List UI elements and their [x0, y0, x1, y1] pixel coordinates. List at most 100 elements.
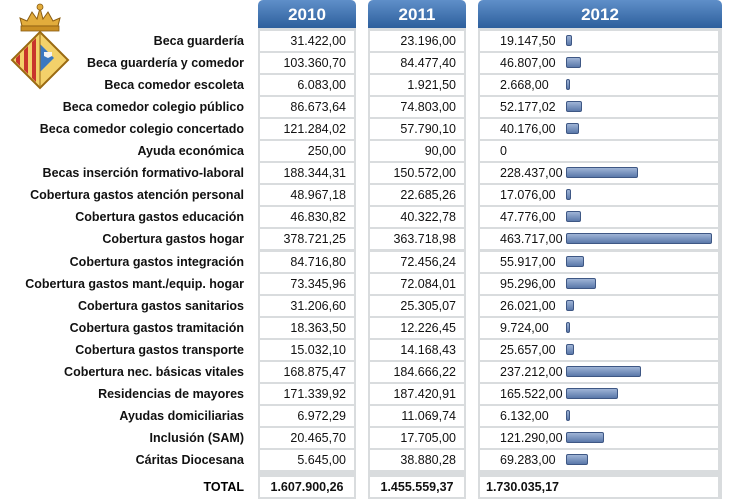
cell-2012: 2.668,00 — [480, 75, 718, 96]
row-label: Beca comedor escoleta — [104, 78, 244, 93]
column-header-2011: 2011 — [368, 0, 466, 28]
cell-2011: 1.921,50 — [370, 75, 464, 96]
cell-2012: 17.076,00 — [480, 185, 718, 206]
row-label: Beca comedor colegio público — [62, 100, 244, 115]
cell-2012: 9.724,00 — [480, 317, 718, 338]
value-2012: 95.296,00 — [500, 276, 556, 291]
cell-2011: 25.305,07 — [370, 295, 464, 316]
cell-2010: 31.422,00 — [260, 31, 354, 51]
bar-2012 — [566, 101, 583, 113]
row-label: Cáritas Diocesana — [135, 452, 244, 467]
cell-2011: 17.705,00 — [370, 427, 464, 448]
row-label: Residencias de mayores — [98, 386, 244, 401]
cell-2010: 168.875,47 — [260, 361, 354, 382]
cell-2012: 19.147,50 — [480, 31, 718, 51]
cell-2012: 69.283,00 — [480, 449, 718, 470]
bar-2012 — [566, 387, 619, 399]
cell-2012: 121.290,00 — [480, 427, 718, 448]
cell-2010: 378.721,25 — [260, 229, 354, 250]
row-label: Inclusión (SAM) — [149, 430, 244, 445]
cell-2010: 84.716,80 — [260, 251, 354, 272]
column-header-2012: 2012 — [478, 0, 722, 28]
value-2012: 237.212,00 — [500, 364, 563, 379]
row-label: Cobertura gastos tramitación — [69, 320, 244, 335]
column-header-2010: 2010 — [258, 0, 356, 28]
crown-icon — [19, 3, 61, 32]
cell-2010: 73.345,96 — [260, 273, 354, 294]
value-2012: 228.437,00 — [500, 166, 563, 181]
bar-2012 — [566, 233, 712, 245]
cell-2011: 74.803,00 — [370, 97, 464, 118]
cell-2012: 237.212,00 — [480, 361, 718, 382]
cell-2011: 38.880,28 — [370, 449, 464, 470]
bar-2012 — [566, 255, 584, 267]
bar-2012 — [566, 79, 570, 91]
total-2012: 1.730.035,17 — [480, 477, 718, 497]
cell-2010: 103.360,70 — [260, 53, 354, 74]
cell-2010: 15.032,10 — [260, 339, 354, 360]
bar-2012 — [566, 167, 638, 179]
cell-2011: 187.420,91 — [370, 383, 464, 404]
cell-2011: 14.168,43 — [370, 339, 464, 360]
row-label: Cobertura gastos sanitarios — [77, 298, 244, 313]
row-label: Ayudas domiciliarias — [119, 408, 244, 423]
cell-2011: 22.685,26 — [370, 185, 464, 206]
bar-2012 — [566, 321, 570, 333]
cell-2010: 5.645,00 — [260, 449, 354, 470]
value-2012: 40.176,00 — [500, 122, 556, 137]
bar-2012 — [566, 35, 573, 46]
row-label: Ayuda económica — [137, 144, 244, 159]
value-2012: 52.177,02 — [500, 100, 556, 115]
cell-2012: 40.176,00 — [480, 119, 718, 140]
bar-2012 — [566, 211, 582, 223]
value-2012: 9.724,00 — [500, 320, 549, 335]
cell-2011: 40.322,78 — [370, 207, 464, 228]
row-label: Cobertura gastos transporte — [75, 342, 244, 357]
value-2012: 46.807,00 — [500, 56, 556, 71]
cell-2010: 188.344,31 — [260, 163, 354, 184]
cell-2012: 47.776,00 — [480, 207, 718, 228]
bar-2012 — [566, 189, 572, 201]
cell-2011: 72.456,24 — [370, 251, 464, 272]
cell-2012: 228.437,00 — [480, 163, 718, 184]
cell-2012: 52.177,02 — [480, 97, 718, 118]
value-2012: 25.657,00 — [500, 342, 556, 357]
cell-2011: 12.226,45 — [370, 317, 464, 338]
cell-2012: 46.807,00 — [480, 53, 718, 74]
cell-2011: 11.069,74 — [370, 405, 464, 426]
cell-2012: 165.522,00 — [480, 383, 718, 404]
value-2012: 26.021,00 — [500, 298, 556, 313]
cell-2010: 250,00 — [260, 141, 354, 162]
cell-2011: 84.477,40 — [370, 53, 464, 74]
bar-2012 — [566, 123, 579, 135]
row-label: Cobertura gastos educación — [75, 210, 244, 225]
value-2012: 69.283,00 — [500, 452, 556, 467]
value-2012: 55.917,00 — [500, 254, 556, 269]
cell-2010: 31.206,60 — [260, 295, 354, 316]
cell-2010: 46.830,82 — [260, 207, 354, 228]
bar-2012 — [566, 409, 570, 421]
row-label: Cobertura gastos hogar — [102, 232, 244, 247]
total-label: TOTAL — [203, 480, 244, 494]
cell-2012: 95.296,00 — [480, 273, 718, 294]
total-2010: 1.607.900,26 — [260, 477, 354, 497]
row-label: Cobertura nec. básicas vitales — [64, 364, 244, 379]
row-label: Beca guardería — [153, 34, 244, 48]
value-2012: 6.132,00 — [500, 408, 549, 423]
cell-2010: 20.465,70 — [260, 427, 354, 448]
row-label: Cobertura gastos integración — [69, 254, 244, 269]
bar-2012 — [566, 365, 641, 377]
bar-2012 — [566, 453, 588, 465]
cell-2011: 72.084,01 — [370, 273, 464, 294]
cell-2011: 23.196,00 — [370, 31, 464, 51]
bar-2012 — [566, 431, 605, 443]
coat-of-arms-icon — [10, 3, 70, 90]
cell-2010: 171.339,92 — [260, 383, 354, 404]
value-2012: 19.147,50 — [500, 34, 556, 48]
cell-2010: 18.363,50 — [260, 317, 354, 338]
cell-2012: 6.132,00 — [480, 405, 718, 426]
cell-2012: 25.657,00 — [480, 339, 718, 360]
value-2012: 0 — [500, 144, 507, 159]
cell-2011: 90,00 — [370, 141, 464, 162]
cell-2012: 463.717,00 — [480, 229, 718, 250]
